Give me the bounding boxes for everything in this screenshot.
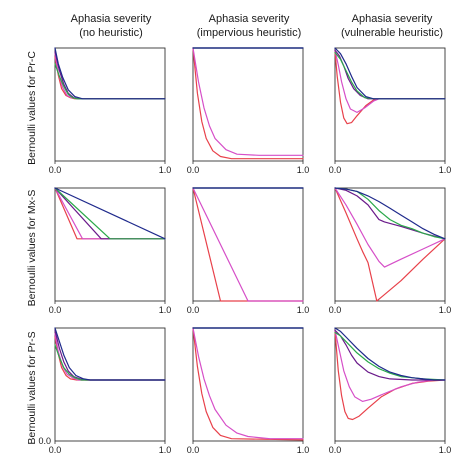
series-line-4 [192,47,304,160]
x-tick-label: 0.0 [329,305,342,315]
series-line-4 [334,187,446,302]
panel-frame [334,187,446,302]
x-tick-label: 0.0 [329,165,342,175]
series-line-1 [54,344,166,381]
panel-frame [54,47,166,162]
panel-r1-c1: 0.0 1.0 [187,187,310,315]
row-title-2: Bernoulli values for Pr-S [26,331,38,444]
series-line-0 [334,327,446,381]
series-line-4 [192,327,304,441]
x-tick-label: 0.0 [329,445,342,455]
row-titles: Bernoulli values for Pr-C Bernoulli valu… [26,51,38,445]
panel-r2-c1: 0.0 1.0 [187,327,310,455]
series-line-2 [54,329,166,381]
col-title-0-line-1: Aphasia severity [71,13,152,25]
panel-frame [54,327,166,442]
col-title-1-line-1: Aphasia severity [209,13,290,25]
series-line-3 [334,329,446,402]
x-tick-label: 0.0 [187,305,200,315]
x-tick-label: 1.0 [439,445,452,455]
panel-r2-c0: 0.0 1.0 0.0 [38,327,172,455]
panel-frame [192,187,304,302]
series-line-1 [54,187,166,240]
x-tick-label: 0.0 [49,165,62,175]
x-tick-label: 1.0 [159,165,172,175]
panel-frame [54,187,166,302]
panel-frame [334,47,446,162]
x-tick-label: 1.0 [439,305,452,315]
row-title-0: Bernoulli values for Pr-C [26,51,38,165]
col-title-2-line-2: (vulnerable heuristic) [341,27,443,39]
panel-r0-c2: 0.0 1.0 [329,47,452,175]
panel-r1-c0: 0.0 1.0 [49,187,172,315]
series-line-0 [54,187,166,240]
x-tick-label: 1.0 [297,305,310,315]
series-line-3 [334,187,446,268]
panel-r2-c2: 0.0 1.0 [329,327,452,455]
panel-r0-c0: 0.0 1.0 [49,47,172,175]
panel-frame [192,327,304,442]
row-title-1: Bernoulli values for Mx-S [26,190,38,307]
panel-frame [334,327,446,442]
series-line-3 [54,53,166,100]
panel-grid: 0.0 1.0 0.0 1.0 0.0 1.0 0.0 1.0 0.0 1.0 0.0 1.0 0.0 1… [38,47,452,455]
series-line-3 [192,47,304,156]
series-line-0 [334,47,446,100]
col-title-0-line-2: (no heuristic) [79,27,143,39]
x-tick-label: 0.0 [49,445,62,455]
x-tick-label: 1.0 [439,165,452,175]
y-tick-label: 0.0 [38,436,51,446]
col-title-2-line-1: Aphasia severity [352,13,433,25]
series-line-2 [334,49,446,100]
x-tick-label: 0.0 [187,445,200,455]
series-line-0 [54,327,166,381]
series-line-2 [54,50,166,100]
series-line-0 [54,47,166,100]
series-line-4 [334,330,446,421]
series-line-1 [54,63,166,100]
x-tick-label: 1.0 [159,305,172,315]
column-titles: Aphasia severity (no heuristic) Aphasia … [71,13,443,39]
series-line-2 [334,187,446,240]
series-line-3 [192,327,304,440]
panel-r1-c2: 0.0 1.0 [329,187,452,315]
series-line-4 [192,187,304,302]
x-tick-label: 0.0 [49,305,62,315]
series-line-3 [192,187,304,302]
series-line-4 [334,50,446,125]
x-tick-label: 0.0 [187,165,200,175]
panel-r0-c1: 0.0 1.0 [187,47,310,175]
col-title-1-line-2: (impervious heuristic) [197,27,302,39]
x-tick-label: 1.0 [297,165,310,175]
series-line-2 [334,329,446,381]
series-line-3 [334,49,446,113]
x-tick-label: 1.0 [159,445,172,455]
series-line-0 [334,187,446,240]
series-line-3 [54,333,166,381]
series-line-1 [334,331,446,381]
x-tick-label: 1.0 [297,445,310,455]
